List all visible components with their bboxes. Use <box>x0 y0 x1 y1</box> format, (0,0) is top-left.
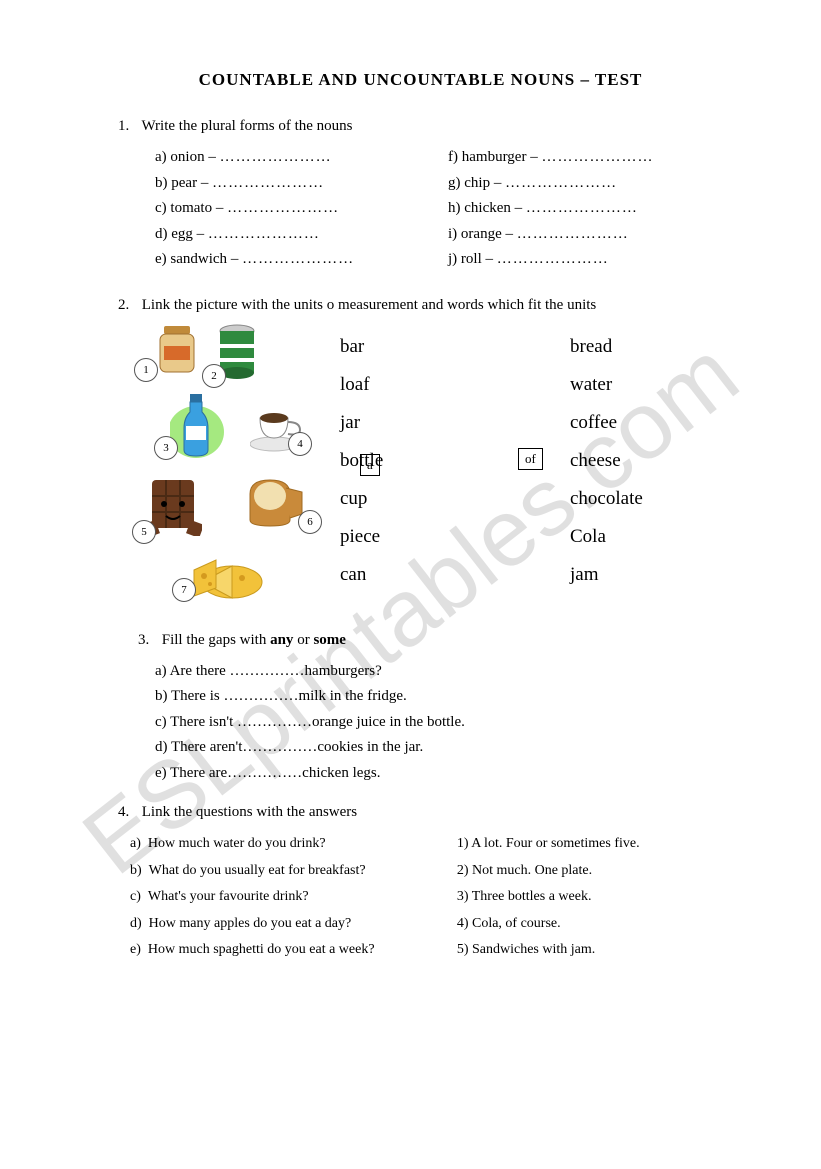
q1-item: f) hamburger – ………………… <box>448 145 741 171</box>
unit-word: loaf <box>340 366 490 404</box>
q1-item: j) roll – ………………… <box>448 247 741 273</box>
q3-text-pre: Fill the gaps with <box>162 632 270 648</box>
q1-item: e) sandwich – ………………… <box>155 247 448 273</box>
q1-col-right: f) hamburger – ………………… g) chip – …………………… <box>448 145 741 273</box>
jar-icon <box>154 324 200 376</box>
q4-answer: 5) Sandwiches with jam. <box>457 937 741 964</box>
q3-item: e) There are……………chicken legs. <box>155 761 741 787</box>
q4-question: e) How much spaghetti do you eat a week? <box>130 937 457 964</box>
q3-prompt: 3. Fill the gaps with any or some <box>138 632 741 649</box>
pic-label-6: 6 <box>298 510 322 534</box>
match-word: bread <box>570 328 710 366</box>
box-of: of <box>518 448 543 470</box>
q1-columns: a) onion – ………………… b) pear – ………………… c) … <box>155 145 741 273</box>
q1-col-left: a) onion – ………………… b) pear – ………………… c) … <box>155 145 448 273</box>
bottle-icon <box>170 392 230 460</box>
q2-prompt: 2. Link the picture with the units o mea… <box>118 297 741 314</box>
q1-prompt: 1. Write the plural forms of the nouns <box>118 118 741 135</box>
cheese-icon <box>186 548 264 602</box>
q1-item: c) tomato – ………………… <box>155 196 448 222</box>
q2-text: Link the picture with the units o measur… <box>142 297 597 313</box>
match-word: chocolate <box>570 480 710 518</box>
match-word: cheese <box>570 442 710 480</box>
unit-word: cup <box>340 480 490 518</box>
match-word: water <box>570 366 710 404</box>
q3-text-mid: or <box>293 632 313 648</box>
pic-label-4: 4 <box>288 432 312 456</box>
q1-item: i) orange – ………………… <box>448 222 741 248</box>
unit-word: jar <box>340 404 490 442</box>
q4-question: b) What do you usually eat for breakfast… <box>130 858 457 885</box>
pic-label-7: 7 <box>172 578 196 602</box>
unit-word: can <box>340 556 490 594</box>
box-a: a <box>360 454 380 476</box>
q3-item: b) There is ……………milk in the fridge. <box>155 684 741 710</box>
q1-item: b) pear – ………………… <box>155 171 448 197</box>
q2-words-column: bread water coffee cheese chocolate Cola… <box>570 324 710 614</box>
q4-columns: a) How much water do you drink? b) What … <box>130 831 741 964</box>
q1-text: Write the plural forms of the nouns <box>141 118 352 134</box>
q2-layout: 1 2 3 4 5 6 <box>130 324 741 614</box>
pic-label-2: 2 <box>202 364 226 388</box>
worksheet-title: COUNTABLE AND UNCOUNTABLE NOUNS – TEST <box>100 70 741 90</box>
q3-item: c) There isn't ……………orange juice in the … <box>155 710 741 736</box>
q1-item: a) onion – ………………… <box>155 145 448 171</box>
match-word: coffee <box>570 404 710 442</box>
q1-item: g) chip – ………………… <box>448 171 741 197</box>
q4-number: 4. <box>118 804 138 821</box>
q4-questions: a) How much water do you drink? b) What … <box>130 831 457 964</box>
pic-label-3: 3 <box>154 436 178 460</box>
q4-answer: 2) Not much. One plate. <box>457 858 741 885</box>
q3-number: 3. <box>138 632 158 649</box>
q3-bold-some: some <box>313 632 346 648</box>
q4-answer: 1) A lot. Four or sometimes five. <box>457 831 741 858</box>
q4-question: d) How many apples do you eat a day? <box>130 911 457 938</box>
q1-item: h) chicken – ………………… <box>448 196 741 222</box>
unit-word: bar <box>340 328 490 366</box>
q1-item: d) egg – ………………… <box>155 222 448 248</box>
q2-number: 2. <box>118 297 138 314</box>
q3-bold-any: any <box>270 632 293 648</box>
q4-question: a) How much water do you drink? <box>130 831 457 858</box>
q4-text: Link the questions with the answers <box>142 804 357 820</box>
q4-answer: 4) Cola, of course. <box>457 911 741 938</box>
pic-label-1: 1 <box>134 358 158 382</box>
match-word: Cola <box>570 518 710 556</box>
q4-answer: 3) Three bottles a week. <box>457 884 741 911</box>
match-word: jam <box>570 556 710 594</box>
q4-answers: 1) A lot. Four or sometimes five. 2) Not… <box>457 831 741 964</box>
q4-question: c) What's your favourite drink? <box>130 884 457 911</box>
worksheet-page: COUNTABLE AND UNCOUNTABLE NOUNS – TEST 1… <box>0 0 821 1004</box>
pic-label-5: 5 <box>132 520 156 544</box>
q2-pictures: 1 2 3 4 5 6 <box>130 324 340 614</box>
q1-number: 1. <box>118 118 138 135</box>
unit-word: piece <box>340 518 490 556</box>
q3-list: a) Are there ……………hamburgers? b) There i… <box>155 659 741 787</box>
q3-item: d) There aren't……………cookies in the jar. <box>155 735 741 761</box>
q4-prompt: 4. Link the questions with the answers <box>118 804 741 821</box>
q3-item: a) Are there ……………hamburgers? <box>155 659 741 685</box>
